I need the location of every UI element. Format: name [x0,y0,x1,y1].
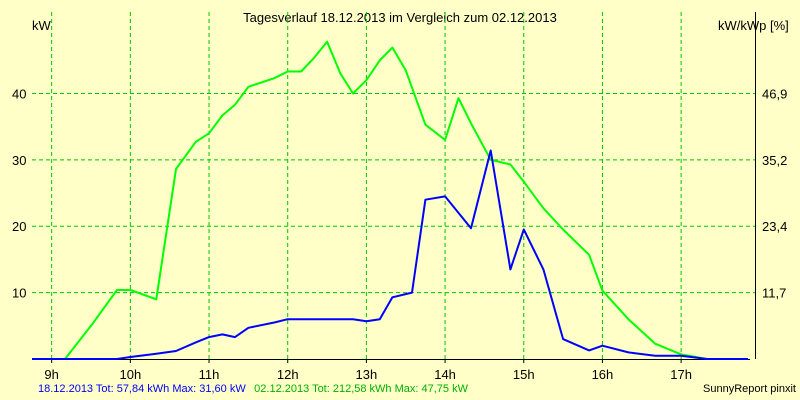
x-tick-label-5: 14h [434,367,456,382]
legend-series-18-12-2013: 18.12.2013 Tot: 57,84 kWh Max: 31,60 kW [38,383,246,395]
x-tick-label-1: 10h [120,367,142,382]
x-tick-label-0: 9h [44,367,58,382]
y-tick-label-right-0: 11,7 [762,286,786,301]
y-axis-right-label: kW/kWp [%] [718,18,789,33]
x-tick-label-4: 13h [356,367,378,382]
x-tick-label-2: 11h [199,367,220,382]
y-tick-label-right-1: 23,4 [762,219,787,234]
y-tick-label-right-2: 35,2 [762,153,787,168]
y-tick-label-left-0: 10 [12,286,26,301]
x-tick-label-3: 12h [277,367,299,382]
y-tick-label-left-2: 30 [12,153,26,168]
grid [32,12,755,359]
y-axis-left-label: kW [32,18,52,33]
series [32,40,748,360]
chart-title: Tagesverlauf 18.12.2013 im Vergleich zum… [243,10,557,25]
y-tick-label-left-3: 40 [12,86,26,101]
legend-series-02-12-2013: 02.12.2013 Tot: 212,58 kWh Max: 47,75 kW [254,383,468,395]
tick-labels: 9h 10h 11h 12h 13h 14h 15h 16h 17h 10 20 30 40 11,7 23… [12,12,787,382]
series-line-02-12-2013 [32,40,748,360]
x-tick-label-6: 15h [513,367,535,382]
footer-credit: SunnyReport pinxit [703,383,796,395]
y-tick-label-right-3: 46,9 [762,86,787,101]
y-tick-label-left-1: 20 [12,219,26,234]
x-tick-label-7: 16h [592,367,614,382]
footer-legend: 18.12.2013 Tot: 57,84 kWh Max: 31,60 kW … [38,379,469,396]
series-line-18-12-2013 [32,149,748,360]
x-tick-label-8: 17h [670,367,692,382]
